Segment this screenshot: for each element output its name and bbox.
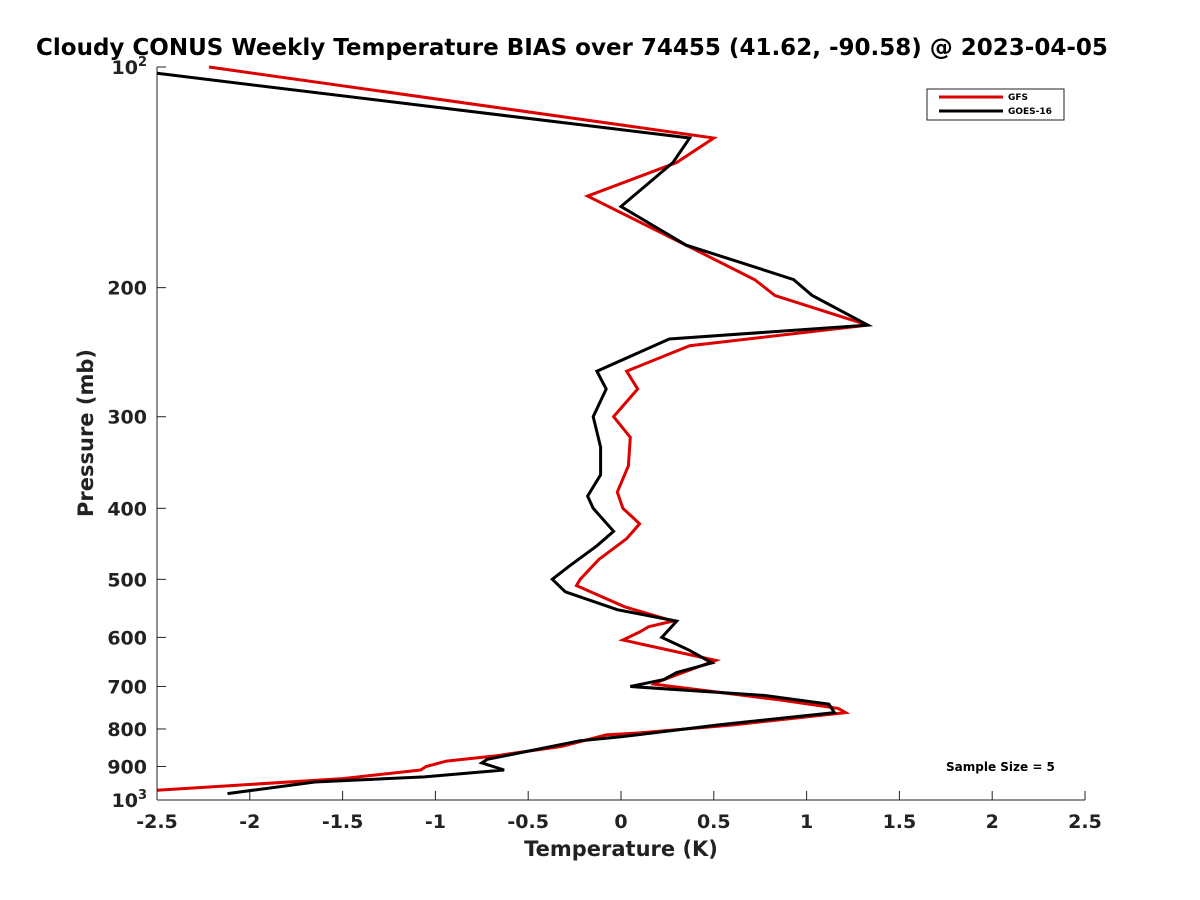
y-tick-label: 900	[107, 756, 147, 778]
y-tick-label: 800	[107, 719, 147, 741]
y-tick-label: 103	[112, 788, 148, 812]
y-ticks: 102 200 300 400 500 600 700 800 900 103	[107, 55, 166, 812]
legend-label-goes16: GOES-16	[1008, 107, 1052, 117]
series-layer	[157, 65, 874, 796]
legend-label-gfs: GFS	[1008, 93, 1028, 103]
y-tick-label: 300	[107, 407, 147, 429]
y-tick-label: 500	[107, 569, 147, 591]
y-tick-label: 600	[107, 627, 147, 649]
y-axis-label: Pressure (mb)	[74, 349, 98, 517]
plot-background	[157, 67, 1085, 800]
legend: GFS GOES-16	[926, 88, 1065, 121]
x-tick-label: -2	[239, 811, 260, 833]
x-tick-label: 1	[800, 811, 813, 833]
y-tick-label: 200	[107, 278, 147, 300]
x-tick-label: -2.5	[136, 811, 178, 833]
sample-size-annotation: Sample Size = 5	[946, 760, 1055, 774]
x-tick-label: 2	[986, 811, 999, 833]
series-line-goes16	[157, 71, 874, 796]
y-tick-label: 700	[107, 676, 147, 698]
plot-area	[157, 67, 1085, 800]
x-tick-label: 0.5	[697, 811, 731, 833]
y-tick-label: 102	[112, 55, 148, 79]
x-tick-label: -1	[425, 811, 446, 833]
chart-title: Cloudy CONUS Weekly Temperature BIAS ove…	[36, 35, 1108, 61]
x-tick-label: 2.5	[1068, 811, 1102, 833]
x-tick-label: -1.5	[322, 811, 364, 833]
x-axis-label: Temperature (K)	[524, 837, 718, 861]
x-tick-label: -0.5	[507, 811, 549, 833]
x-tick-label: 0	[614, 811, 627, 833]
y-tick-label: 400	[107, 498, 147, 520]
legend-box	[926, 88, 1065, 121]
x-ticks: -2.5 -2 -1.5 -1 -0.5 0 0.5 1 1.5 2 2.5	[136, 791, 1102, 833]
x-tick-label: 1.5	[883, 811, 917, 833]
